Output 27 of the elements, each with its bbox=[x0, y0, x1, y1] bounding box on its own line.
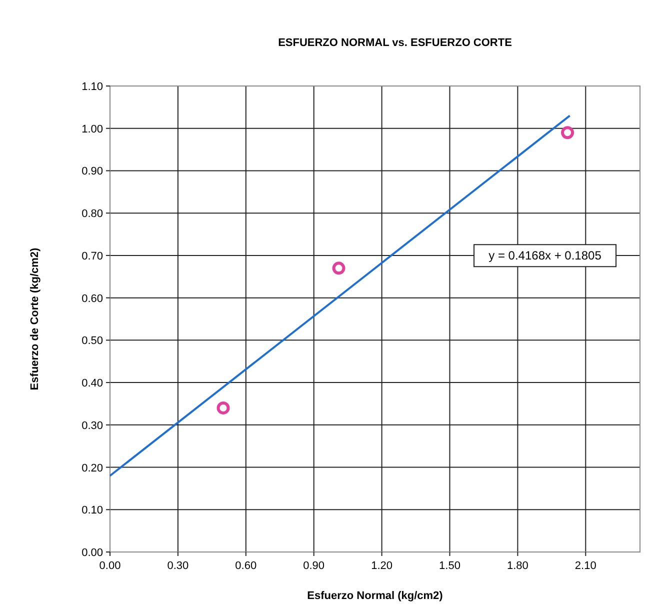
x-tick-label: 0.00 bbox=[99, 560, 121, 572]
y-axis-title: Esfuerzo de Corte (kg/cm2) bbox=[29, 247, 41, 390]
chart-title: ESFUERZO NORMAL vs. ESFUERZO CORTE bbox=[278, 37, 512, 49]
y-tick-label: 1.00 bbox=[82, 123, 103, 136]
x-tick-label: 1.80 bbox=[506, 560, 528, 572]
x-tick-label: 1.20 bbox=[371, 560, 393, 572]
y-tick-label: 0.90 bbox=[82, 166, 103, 178]
y-tick-label: 0.70 bbox=[82, 250, 103, 262]
y-tick-label: 0.00 bbox=[82, 547, 103, 559]
y-tick-label: 0.10 bbox=[82, 504, 103, 517]
annotation: y = 0.4168x + 0.1805 bbox=[488, 248, 602, 263]
point bbox=[332, 262, 346, 275]
y-tick-label: 0.40 bbox=[82, 378, 103, 390]
y-tick-label: 0.80 bbox=[82, 208, 103, 220]
x-tick-label: 2.10 bbox=[574, 560, 596, 572]
x-tick-label: 0.60 bbox=[235, 560, 257, 572]
point bbox=[216, 401, 230, 414]
x-tick-label: 0.30 bbox=[167, 560, 189, 572]
x-axis-title: Esfuerzo Normal (kg/cm2) bbox=[307, 590, 444, 602]
y-tick-label: 0.20 bbox=[82, 462, 103, 474]
x-tick-label: 1.50 bbox=[439, 560, 460, 572]
y-tick-label: 0.60 bbox=[82, 292, 103, 305]
y-tick-label: 0.30 bbox=[82, 420, 103, 432]
point bbox=[561, 126, 574, 140]
y-tick-label: 0.50 bbox=[82, 335, 103, 348]
y-tick-label: 1.10 bbox=[82, 81, 103, 93]
x-tick-label: 0.90 bbox=[303, 560, 325, 572]
